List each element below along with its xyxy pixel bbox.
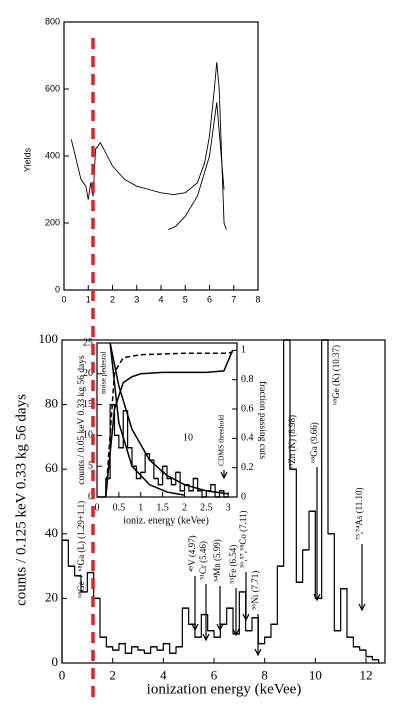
x-tick-label: 2.5 xyxy=(200,502,213,513)
annotation: ⁵⁴Mn (5.99) xyxy=(212,539,222,582)
x-tick-label: 2 xyxy=(182,502,187,513)
x-tick-label: 5 xyxy=(183,294,188,304)
y-tick-label: 20 xyxy=(45,589,58,604)
x-tick-label: 0 xyxy=(61,294,66,304)
y-axis-label: counts / 0.125 keV 0.33 kg 56 days xyxy=(13,394,29,606)
x-axis-label: ionization energy (keVee) xyxy=(147,681,302,697)
x-tick-label: 8 xyxy=(255,294,260,304)
x-tick-label: 8 xyxy=(261,668,268,683)
annotation: ⁵⁵Fe (6.54) xyxy=(228,545,238,584)
x-tick-label: 2 xyxy=(110,294,115,304)
y2-tick-label: 0 xyxy=(241,491,246,502)
x-tick-label: 12 xyxy=(360,668,373,683)
x-tick-label: 1.5 xyxy=(156,502,169,513)
y-tick-label: 60 xyxy=(45,460,58,475)
x-tick-label: 0.5 xyxy=(113,502,126,513)
x-tick-label: 1 xyxy=(86,294,91,304)
arrow-head xyxy=(232,628,240,637)
annotation: ⁵⁶Ni (7.71) xyxy=(250,571,260,610)
annotation: CDMS threshold xyxy=(217,415,226,466)
x-tick-label: 3 xyxy=(226,502,231,513)
y-axis-label: counts / 0.05 keV 0.33 kg 56 days xyxy=(77,355,87,485)
arrow-head xyxy=(202,633,210,642)
series-line xyxy=(109,342,229,495)
y2-tick-label: 0.8 xyxy=(241,374,254,385)
series-line xyxy=(105,350,234,498)
annotation: ⁴⁹V (4.97) xyxy=(187,535,197,572)
annotation: ⁵⁶,⁵⁷,⁵⁸Co (7.11) xyxy=(238,511,248,569)
annotation: ⁵¹Cr (5.46) xyxy=(198,541,208,580)
x-tick-label: 10 xyxy=(309,668,322,683)
x-tick-label: 6 xyxy=(211,668,218,683)
y-tick-label: 0 xyxy=(88,491,93,502)
arrow-head xyxy=(216,623,224,632)
arrow-head xyxy=(242,613,250,622)
x-tick-label: 7 xyxy=(231,294,236,304)
y-tick-label: 600 xyxy=(45,83,60,93)
arrow-head xyxy=(220,471,228,480)
y-tick-label: 10 xyxy=(83,430,93,441)
arrow-head xyxy=(254,648,262,657)
y2-tick-label: 0.2 xyxy=(241,462,254,473)
curve-label: 7 xyxy=(160,470,165,481)
annotation: ⁶⁸Ge (K) (10.37) xyxy=(331,345,341,405)
y-axis-label: Yields xyxy=(22,147,32,172)
y2-tick-label: 0.4 xyxy=(241,433,254,444)
annotation: ⁶⁵Zn (K) (8.98) xyxy=(287,415,297,470)
x-tick-label: 1 xyxy=(138,502,143,513)
annotation: ⁷³,⁷⁴As (11.10) xyxy=(354,487,364,540)
y2-axis-label: fraction passing cuts xyxy=(257,381,268,459)
plot-frame xyxy=(61,339,386,664)
y-tick-label: 5 xyxy=(88,460,93,471)
x-tick-label: 0 xyxy=(95,502,100,513)
y-tick-label: 400 xyxy=(45,150,60,160)
x-tick-label: 4 xyxy=(160,668,167,683)
y2-tick-label: 0.6 xyxy=(241,403,254,414)
arrow-head xyxy=(358,603,366,612)
arrow-head xyxy=(191,623,199,632)
y-tick-label: 0 xyxy=(55,284,60,294)
annotation: noise pedestal xyxy=(99,352,108,394)
curve-label: 10 xyxy=(183,432,193,443)
y-tick-label: 15 xyxy=(83,399,93,410)
y-tick-label: 40 xyxy=(45,525,58,540)
y-tick-label: 25 xyxy=(83,337,93,348)
x-tick-label: 6 xyxy=(207,294,212,304)
series-line xyxy=(70,62,227,230)
y-tick-label: 200 xyxy=(45,217,60,227)
series-line xyxy=(109,342,185,496)
y-tick-label: 100 xyxy=(39,331,59,346)
series-line xyxy=(105,351,233,498)
y-tick-label: 0 xyxy=(52,654,59,669)
x-tick-label: 3 xyxy=(134,294,139,304)
y2-tick-label: 1 xyxy=(241,345,246,356)
y-tick-label: 800 xyxy=(45,16,60,26)
annotation: ⁶⁸Ga (9.66) xyxy=(309,422,319,463)
annotation: ⁶⁸Ge + ⁶⁸Ga (L) (1.29+1.1) xyxy=(76,501,86,598)
x-axis-label: ioniz. energy (keVee) xyxy=(123,515,209,526)
arrow-head xyxy=(313,593,321,602)
x-tick-label: 4 xyxy=(158,294,163,304)
y-tick-label: 20 xyxy=(83,368,93,379)
y-tick-label: 80 xyxy=(45,396,58,411)
series-line xyxy=(168,102,225,231)
x-tick-label: 2 xyxy=(109,668,116,683)
x-tick-label: 0 xyxy=(59,668,66,683)
